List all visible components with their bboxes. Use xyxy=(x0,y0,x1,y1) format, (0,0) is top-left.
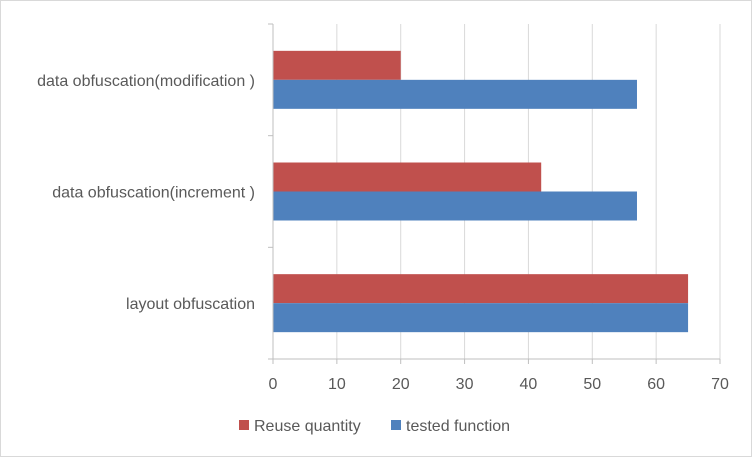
bar xyxy=(273,79,637,109)
axes xyxy=(268,23,721,364)
x-tick-label: 30 xyxy=(456,376,474,393)
bar xyxy=(273,303,689,333)
labels: 0 10 20 30 40 50 60 70 data obfuscation(modifica… xyxy=(37,73,729,393)
category-label: layout obfuscation xyxy=(126,296,255,313)
legend-label: Reuse quantity xyxy=(254,418,361,435)
category-label: data obfuscation(increment ) xyxy=(52,185,255,202)
bar xyxy=(273,162,542,192)
bar xyxy=(273,191,637,221)
x-tick-label: 60 xyxy=(647,376,665,393)
legend-swatch xyxy=(239,420,249,430)
legend-label: tested function xyxy=(406,418,510,435)
bar xyxy=(273,50,401,80)
x-tick-label: 40 xyxy=(520,376,538,393)
x-tick-label: 10 xyxy=(328,376,346,393)
bar xyxy=(273,274,689,304)
x-tick-label: 20 xyxy=(392,376,410,393)
bars xyxy=(273,50,689,333)
legend-swatch xyxy=(391,420,401,430)
legend: Reuse quantity tested function xyxy=(239,418,510,435)
x-tick-label: 50 xyxy=(583,376,601,393)
category-label: data obfuscation(modification ) xyxy=(37,73,255,90)
x-tick-label: 70 xyxy=(711,376,729,393)
x-tick-label: 0 xyxy=(269,376,278,393)
